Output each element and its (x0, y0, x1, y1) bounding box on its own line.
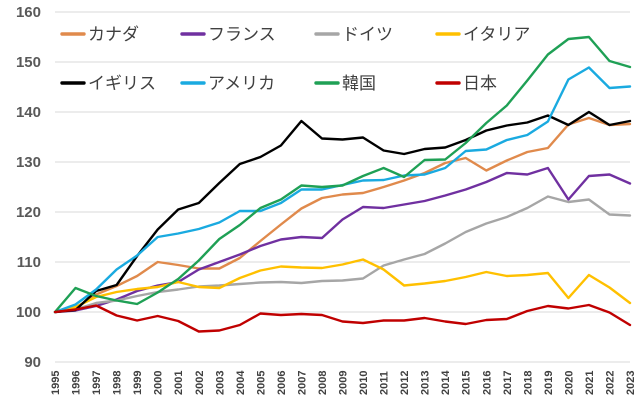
x-tick-label: 2002 (194, 371, 206, 395)
x-tick-label: 2022 (604, 371, 616, 395)
legend-label-5: アメリカ (208, 74, 275, 94)
series-lines (53, 35, 632, 333)
y-tick-label: 120 (16, 204, 41, 221)
y-tick-label: 160 (16, 4, 41, 21)
y-tick-label: 90 (24, 354, 41, 371)
x-tick-label: 2005 (255, 371, 267, 395)
x-tick-label: 2019 (543, 371, 555, 395)
legend-label-6: 韓国 (342, 74, 376, 94)
y-tick-label: 140 (16, 104, 41, 121)
legend-label-1: フランス (208, 25, 276, 45)
x-tick-label: 1995 (50, 371, 62, 395)
x-tick-label: 2020 (563, 371, 575, 395)
series-line-5 (53, 66, 632, 314)
x-tick-label: 2007 (296, 371, 308, 395)
y-tick-label: 110 (17, 254, 41, 271)
x-tick-label: 2015 (461, 371, 473, 395)
x-tick-label: 2018 (522, 371, 534, 395)
y-axis-ticks: 90 100 110 120 130 140 150 160 (16, 4, 41, 371)
x-tick-label: 2014 (440, 370, 452, 395)
legend-label-2: ドイツ (342, 25, 393, 45)
x-tick-label: 2013 (420, 371, 432, 395)
x-tick-label: 2008 (317, 371, 329, 395)
x-tick-label: 1998 (112, 371, 124, 395)
x-tick-label: 2016 (481, 371, 493, 395)
grid-lines (55, 11, 630, 363)
x-tick-label: 1996 (71, 371, 83, 395)
y-tick-label: 100 (16, 304, 41, 321)
series-line-6 (53, 35, 632, 314)
y-tick-label: 130 (16, 154, 41, 171)
series-line-4 (53, 110, 632, 314)
legend-label-3: イタリア (463, 25, 530, 45)
series-line-2 (53, 195, 632, 314)
x-tick-label: 2001 (173, 371, 185, 395)
x-tick-label: 2000 (153, 371, 165, 395)
x-tick-label: 2004 (235, 370, 247, 395)
series-line-7 (53, 303, 632, 333)
x-tick-label: 2017 (502, 371, 514, 395)
x-tick-label: 2003 (214, 371, 226, 395)
x-tick-label: 2021 (584, 371, 596, 395)
series-line-0 (53, 116, 632, 314)
series-line-1 (53, 166, 632, 314)
x-tick-label: 2023 (625, 371, 637, 395)
x-tick-label: 2011 (379, 371, 391, 395)
x-tick-label: 2010 (358, 371, 370, 395)
legend-label-4: イギリス (88, 74, 156, 94)
x-tick-label: 1997 (91, 371, 103, 395)
legend-label-7: 日本 (463, 74, 497, 94)
x-tick-label: 1999 (132, 371, 144, 395)
x-axis-ticks: 1995 1996 1997 1998 1999 2000 2001 2002 2003 2004… (50, 370, 637, 395)
legend-label-0: カナダ (88, 25, 139, 45)
y-tick-label: 150 (16, 54, 41, 71)
x-tick-label: 2012 (399, 371, 411, 395)
x-tick-label: 2006 (276, 371, 288, 395)
x-tick-label: 2009 (338, 371, 350, 395)
series-line-3 (53, 258, 632, 314)
